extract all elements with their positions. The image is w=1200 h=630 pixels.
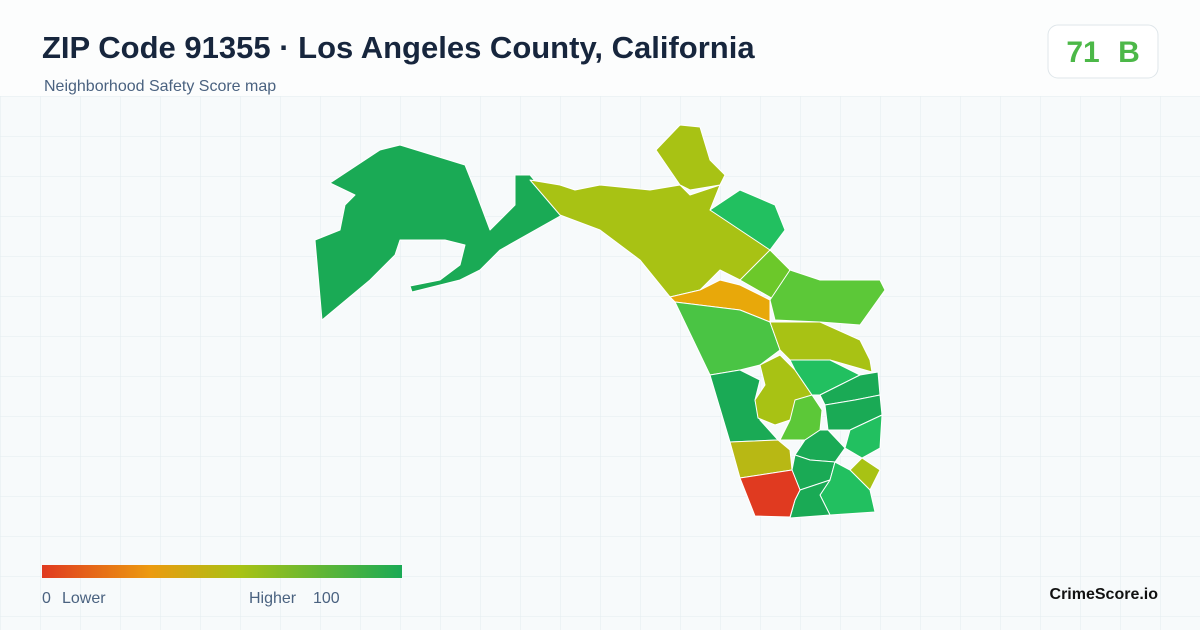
- region: [769, 269, 886, 326]
- grid: [0, 96, 1200, 630]
- legend-high-label: Higher: [249, 590, 297, 607]
- region: [655, 124, 726, 191]
- legend-max: 100: [313, 590, 340, 607]
- zip-map: [314, 124, 886, 519]
- score-badge: [1047, 24, 1159, 79]
- legend-gradient: [42, 565, 402, 578]
- score-value: 71: [1066, 36, 1099, 69]
- region: [314, 144, 563, 321]
- brand: CrimeScore.io: [1050, 586, 1159, 603]
- region: [709, 189, 786, 251]
- header-bg: [0, 0, 1200, 96]
- legend-low-label: Lower: [62, 590, 106, 607]
- legend-min: 0: [42, 590, 51, 607]
- region: [729, 439, 793, 479]
- subtitle: Neighborhood Safety Score map: [44, 78, 276, 95]
- score-grade: B: [1118, 36, 1140, 69]
- region: [844, 414, 883, 459]
- title: ZIP Code 91355 · Los Angeles County, Cal…: [42, 30, 755, 65]
- region: [739, 469, 801, 518]
